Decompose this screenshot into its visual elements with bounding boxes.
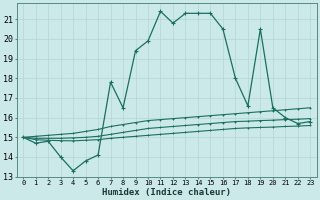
X-axis label: Humidex (Indice chaleur): Humidex (Indice chaleur)	[102, 188, 231, 197]
